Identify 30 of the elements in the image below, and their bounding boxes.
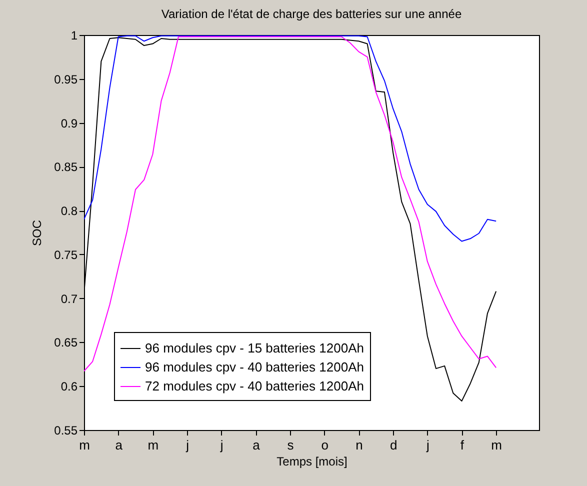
line-series xyxy=(84,35,497,242)
y-tick-label: 0.65 xyxy=(54,336,78,350)
y-tick-label: 0.85 xyxy=(54,160,78,174)
x-tick-label: j xyxy=(425,438,430,452)
x-tick-label: o xyxy=(321,438,328,452)
y-tick-label: 0.9 xyxy=(60,116,78,130)
y-tick-label: 1 xyxy=(70,28,78,42)
x-tick-label: n xyxy=(356,438,363,452)
x-tick-label: a xyxy=(252,438,261,452)
x-tick-label: j xyxy=(185,438,190,452)
x-tick-label: m xyxy=(148,438,159,452)
y-tick-label: 0.75 xyxy=(54,248,78,262)
x-tick-label: d xyxy=(390,438,398,452)
y-axis-title: SOC xyxy=(30,220,44,246)
x-tick-label: m xyxy=(79,438,90,452)
y-tick-label: 0.95 xyxy=(54,72,78,86)
y-tick-label: 0.6 xyxy=(60,380,78,394)
legend-label: 96 modules cpv - 40 batteries 1200Ah xyxy=(145,360,364,374)
legend-label: 72 modules cpv - 40 batteries 1200Ah xyxy=(145,378,364,394)
x-tick-label: a xyxy=(115,438,124,452)
x-tick-label: s xyxy=(287,438,294,452)
x-tick-label: j xyxy=(219,438,224,452)
chart-title: Variation de l'état de charge des batteries sur une année xyxy=(161,7,462,21)
y-tick-label: 0.7 xyxy=(60,292,78,306)
y-tick-label: 0.55 xyxy=(54,424,78,438)
legend-label: 96 modules cpv - 15 batteries 1200Ah xyxy=(145,340,364,356)
x-axis-title: Temps [mois] xyxy=(276,454,348,468)
x-tick-label: f xyxy=(460,438,464,452)
x-tick-label: m xyxy=(491,438,502,452)
y-tick-label: 0.8 xyxy=(60,204,78,218)
